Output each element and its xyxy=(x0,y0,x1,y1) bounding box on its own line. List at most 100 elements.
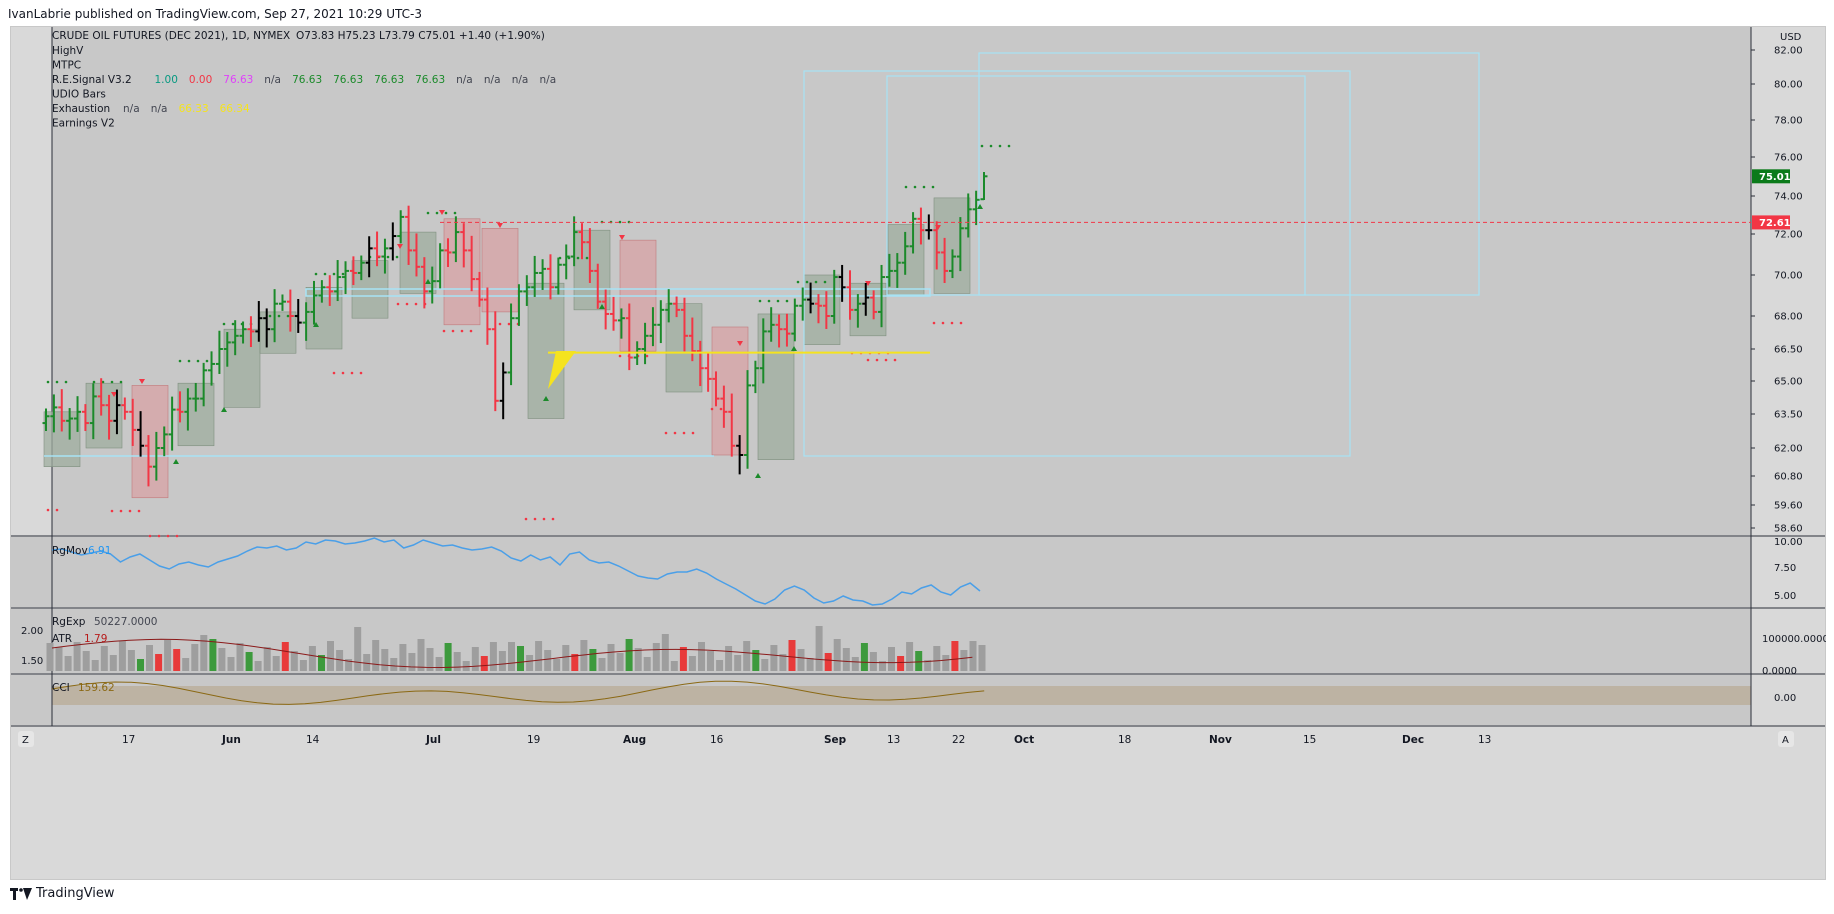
volume-bar xyxy=(272,656,280,671)
signal-dot xyxy=(1007,144,1011,148)
signal-dot xyxy=(719,407,723,411)
time-tick-label: 19 xyxy=(527,734,540,746)
volume-bar xyxy=(462,661,470,671)
volume-bar xyxy=(951,641,959,671)
legend-indicator-value: 76.63 xyxy=(333,74,363,86)
signal-dot xyxy=(110,380,114,384)
price-badge-label: 72.61 xyxy=(1759,218,1791,229)
signal-dot xyxy=(137,509,141,513)
price-tick-label: 78.00 xyxy=(1774,116,1803,127)
regexp-right-tick: 100000.0000 xyxy=(1762,634,1826,645)
signal-dot xyxy=(101,380,105,384)
volume-bar xyxy=(734,655,742,671)
volume-bar xyxy=(806,658,814,671)
volume-bar xyxy=(354,627,362,671)
volume-bar xyxy=(498,651,506,671)
regexp-left-tick: 2.00 xyxy=(21,626,43,637)
z-button-label[interactable]: Z xyxy=(22,735,29,746)
volume-bar xyxy=(607,644,615,671)
volume-bar xyxy=(888,647,895,671)
legend-indicator-value: 76.63 xyxy=(374,74,404,86)
time-tick-label: Aug xyxy=(623,734,646,746)
volume-bar xyxy=(471,647,479,671)
price-tick-label: 65.00 xyxy=(1774,377,1803,388)
buy-signal-icon xyxy=(599,304,605,309)
volume-bar xyxy=(146,645,153,671)
price-axis: 82.00 80.00 78.00 76.00 74.00 72.00 70.00 68.00… xyxy=(1751,46,1803,535)
signal-dot xyxy=(395,255,399,259)
signal-dot xyxy=(332,371,336,375)
legend-indicator-name: UDIO Bars xyxy=(52,89,106,101)
signal-dot xyxy=(128,509,132,513)
regexp-left-tick: 1.50 xyxy=(21,656,43,667)
volume-bar xyxy=(381,649,389,671)
price-tick-label: 80.00 xyxy=(1774,80,1803,91)
volume-bar xyxy=(589,649,597,671)
volume-bar xyxy=(517,646,524,671)
legend-indicator-value: n/a xyxy=(264,74,281,86)
volume-bar xyxy=(55,647,63,671)
volume-bar xyxy=(960,650,968,671)
volume-bar xyxy=(91,660,99,671)
time-tick-label: 13 xyxy=(1478,734,1491,746)
zone-box xyxy=(933,197,971,294)
signal-dot xyxy=(904,185,908,189)
chart-area[interactable]: 82.00 80.00 78.00 76.00 74.00 72.00 70.00 68.00… xyxy=(10,26,1826,880)
price-tick-label: 70.00 xyxy=(1774,271,1803,282)
regmov-pane xyxy=(11,537,1751,607)
volume-bar xyxy=(688,656,696,671)
volume-bar xyxy=(345,659,353,671)
volume-bar xyxy=(824,653,832,671)
volume-bar xyxy=(634,648,642,671)
volume-bar xyxy=(580,640,588,671)
signal-dot xyxy=(178,359,182,363)
volume-bar xyxy=(725,646,733,671)
volume-bar xyxy=(417,639,425,671)
signal-dot xyxy=(980,144,984,148)
signal-dot xyxy=(776,299,780,303)
sell-signal-icon xyxy=(111,392,117,397)
signal-dot xyxy=(55,508,59,512)
sell-signal-icon xyxy=(497,223,503,228)
signal-dot xyxy=(332,272,336,276)
a-button-label[interactable]: A xyxy=(1782,735,1789,746)
signal-dot xyxy=(435,211,439,215)
time-tick-label: 22 xyxy=(952,734,965,746)
a-button[interactable]: A xyxy=(1778,731,1794,747)
volume-bar xyxy=(109,655,117,671)
legend-indicator-value: 1.00 xyxy=(155,74,178,86)
signal-dot xyxy=(542,517,546,521)
volume-bar xyxy=(815,626,823,671)
zone-box xyxy=(711,326,749,456)
volume-bar xyxy=(137,659,144,671)
signal-dot xyxy=(460,329,464,333)
buy-signal-icon xyxy=(755,473,761,478)
price-tick-label: 76.00 xyxy=(1774,153,1803,164)
signal-dot xyxy=(451,329,455,333)
signal-dot xyxy=(673,431,677,435)
buy-signal-icon xyxy=(425,279,431,284)
time-axis: 17 Jun 14 Jul 19 Aug 16 Sep 13 22 Oct 18 Nov 15 Dec 13 xyxy=(122,734,1491,746)
legend-indicator-value: n/a xyxy=(456,74,473,86)
signal-dot xyxy=(426,211,430,215)
sell-signal-icon xyxy=(139,379,145,384)
atr-line xyxy=(51,638,973,669)
volume-bar xyxy=(652,643,660,671)
signal-dot xyxy=(664,431,668,435)
volume-bar xyxy=(526,655,534,671)
signal-dot xyxy=(796,280,800,284)
volume-bar xyxy=(851,657,859,671)
volume-bar xyxy=(390,658,398,671)
signal-dot xyxy=(341,272,345,276)
yellow-triangle xyxy=(548,351,576,389)
signal-dot xyxy=(46,380,50,384)
footer-brand: TradingView xyxy=(36,886,115,901)
price-tick-label: 66.50 xyxy=(1774,345,1803,356)
z-button[interactable]: Z xyxy=(18,731,34,747)
regmov-label: RgMov xyxy=(52,545,88,557)
signal-dot xyxy=(286,314,290,318)
signal-dot xyxy=(941,321,945,325)
volume-bar xyxy=(236,643,244,671)
legend-ohlc: O73.83 H75.23 L73.79 C75.01 +1.40 (+1.90… xyxy=(296,30,545,42)
volume-bar xyxy=(281,642,289,671)
